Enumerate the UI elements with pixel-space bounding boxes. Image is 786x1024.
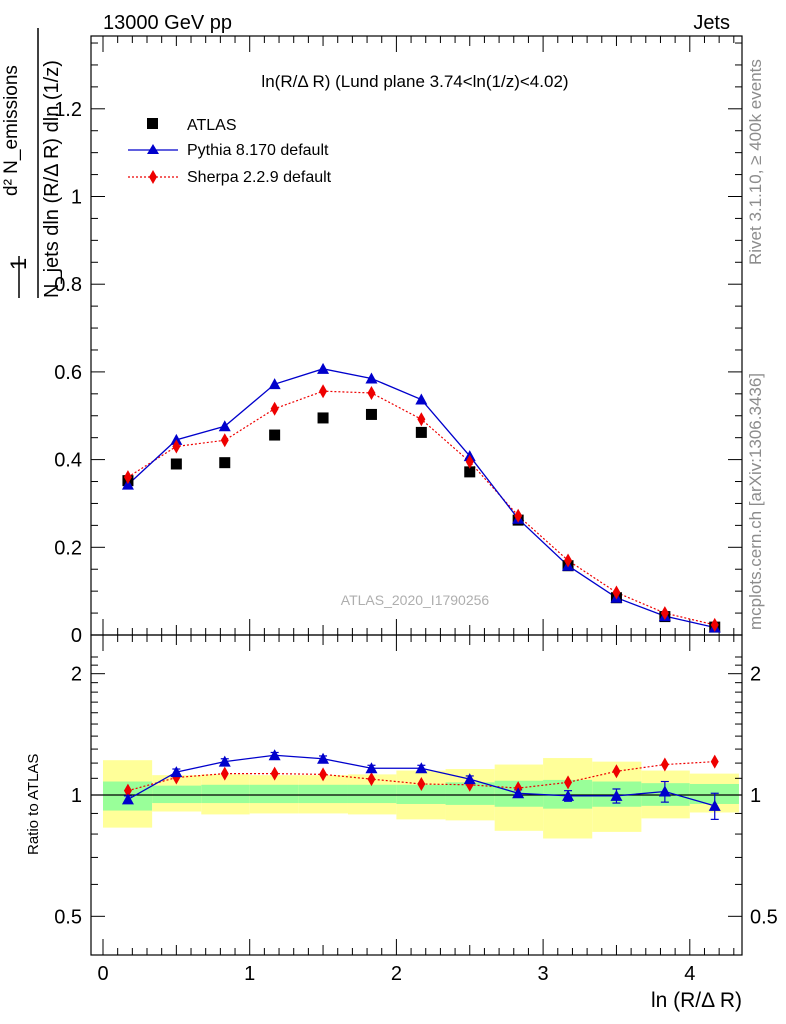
sherpa-point xyxy=(123,470,132,485)
xtick-label: 2 xyxy=(391,963,402,985)
pythia-ratio-point xyxy=(268,749,281,761)
sherpa-ratio-point xyxy=(417,776,426,791)
sherpa-ratio-point xyxy=(123,783,132,798)
main-ylabel: 1 d² N_emissions N_jets dln (R/Δ R) dln … xyxy=(1,28,63,298)
band-inner-bin xyxy=(298,784,348,804)
sherpa-ratio-point xyxy=(319,767,328,782)
ylabel-numerator: d² N_emissions xyxy=(1,65,22,196)
ratio-plot: 0 1 2 3 4 0.5 0.5 1 1 2 2 xyxy=(54,634,778,985)
pythia-ratio-point xyxy=(610,789,623,801)
main-ytick-label: 0.4 xyxy=(54,450,82,472)
pythia-ratio-point xyxy=(218,755,231,767)
pythia-line xyxy=(127,368,715,629)
sherpa-ratio-point xyxy=(220,766,229,781)
ylabel-denominator: N_jets dln (R/Δ R) dln (1/z) xyxy=(41,60,63,298)
header-left: 13000 GeV pp xyxy=(103,12,232,34)
pythia-ratio-point xyxy=(463,773,476,785)
sherpa-point xyxy=(465,454,474,469)
ratio-ylabel: Ratio to ATLAS xyxy=(25,754,42,855)
main-ytick-label: 1 xyxy=(71,187,82,209)
watermark: ATLAS_2020_I1790256 xyxy=(341,592,490,608)
sherpa-ratio-point xyxy=(270,766,279,781)
main-ytick-label: 0.8 xyxy=(54,274,82,296)
pythia-point xyxy=(268,378,281,390)
band-inner-bin xyxy=(249,784,299,804)
xtick-label: 4 xyxy=(684,963,695,985)
ratio-ytick-label-left: 1 xyxy=(71,785,82,807)
atlas-point xyxy=(415,426,427,438)
atlas-point xyxy=(317,412,329,424)
legend-pythia-label: Pythia 8.170 default xyxy=(187,142,329,159)
pythia-point xyxy=(170,433,183,445)
pythia-point xyxy=(365,372,378,384)
ratio-ytick-label-right: 2 xyxy=(750,664,761,686)
band-inner-bin xyxy=(152,785,202,804)
legend-pythia-marker xyxy=(147,144,159,154)
rivet-label: Rivet 3.1.10, ≥ 400k events xyxy=(746,59,765,265)
sherpa-ratio-point xyxy=(564,775,573,790)
sherpa-point xyxy=(319,384,328,399)
main-ytick-label: 0.2 xyxy=(54,537,82,559)
mcplots-label: mcplots.cern.ch [arXiv:1306.3436] xyxy=(746,373,765,630)
header-right: Jets xyxy=(693,12,730,34)
sherpa-ratio-point xyxy=(612,764,621,779)
sherpa-ratio-point xyxy=(660,757,669,772)
sherpa-point xyxy=(564,553,573,568)
sherpa-point xyxy=(367,385,376,400)
main-ytick-label: 0.6 xyxy=(54,362,82,384)
atlas-point xyxy=(365,408,377,420)
legend-sherpa-marker xyxy=(149,170,157,184)
legend-atlas-marker xyxy=(147,118,158,129)
pythia-point xyxy=(317,362,330,374)
sherpa-point xyxy=(172,439,181,454)
atlas-point xyxy=(269,429,281,441)
atlas-point xyxy=(464,466,476,478)
band-inner-bin xyxy=(201,784,250,804)
pythia-ratio-point xyxy=(317,752,330,764)
pythia-ratio-point xyxy=(658,785,671,797)
pythia-ratio-point xyxy=(512,787,525,799)
main-ytick-label: 1.2 xyxy=(54,99,82,121)
sherpa-point xyxy=(220,433,229,448)
pythia-ratio-point xyxy=(562,789,575,801)
sherpa-point xyxy=(270,401,279,416)
pythia-ratio-point xyxy=(365,762,378,774)
main-ytick-label: 0 xyxy=(71,625,82,647)
band-inner-bin xyxy=(396,784,446,804)
ratio-ytick-label-right: 1 xyxy=(750,785,761,807)
plot-title: ln(R/Δ R) (Lund plane 3.74<ln(1/z)<4.02) xyxy=(261,72,568,91)
xtick-label: 0 xyxy=(97,963,108,985)
ratio-ytick-label-right: 0.5 xyxy=(750,906,778,928)
sherpa-ratio-point xyxy=(367,772,376,787)
pythia-point xyxy=(415,393,428,405)
ratio-ytick-label-left: 2 xyxy=(71,664,82,686)
pythia-point xyxy=(218,420,231,432)
legend-atlas-label: ATLAS xyxy=(187,117,237,134)
band-inner-bin xyxy=(347,784,397,804)
sherpa-point xyxy=(417,412,426,427)
xtick-label: 1 xyxy=(244,963,255,985)
band-inner-bin xyxy=(445,782,495,805)
pythia-ratio-point xyxy=(121,793,134,805)
main-plot: 0.2 0.4 0.6 0.8 1 1.2 0 xyxy=(54,35,743,647)
atlas-point xyxy=(219,457,231,469)
sherpa-point xyxy=(514,508,523,523)
pythia-ratio-point xyxy=(708,799,721,811)
pythia-ratio-point xyxy=(415,762,428,774)
xtick-label: 3 xyxy=(538,963,549,985)
pythia-ratio-point xyxy=(170,766,183,778)
sherpa-point xyxy=(660,606,669,621)
atlas-point xyxy=(170,458,182,470)
legend-sherpa-label: Sherpa 2.2.9 default xyxy=(187,169,332,186)
xlabel: ln (R/Δ R) xyxy=(651,989,742,1012)
sherpa-point xyxy=(710,617,719,632)
sherpa-point xyxy=(612,585,621,600)
ratio-ytick-label-left: 0.5 xyxy=(54,906,82,928)
legend: ATLAS Pythia 8.170 default Sherpa 2.2.9 … xyxy=(128,117,332,186)
sherpa-ratio-point xyxy=(710,754,719,769)
